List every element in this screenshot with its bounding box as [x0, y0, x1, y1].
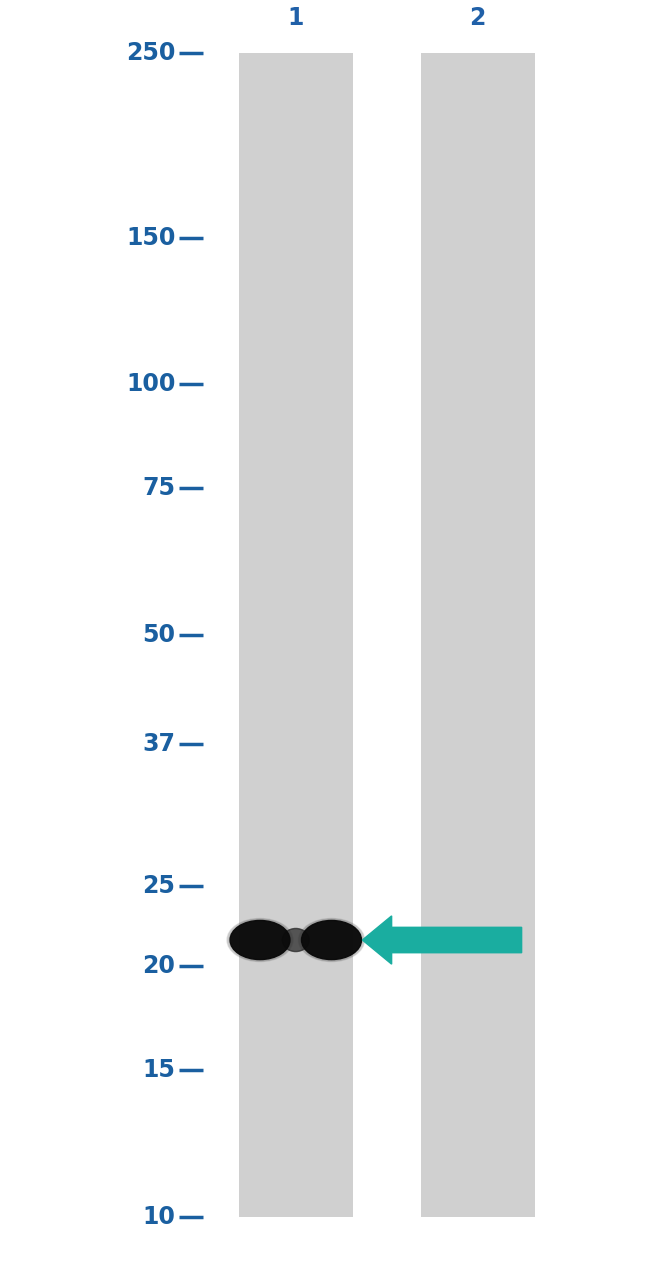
Ellipse shape — [302, 921, 361, 960]
Ellipse shape — [230, 921, 290, 960]
Text: 100: 100 — [126, 372, 176, 396]
Ellipse shape — [298, 918, 365, 961]
Ellipse shape — [227, 918, 293, 961]
Text: 20: 20 — [142, 954, 176, 978]
Text: 37: 37 — [142, 732, 176, 756]
Text: 15: 15 — [142, 1058, 176, 1082]
Ellipse shape — [300, 919, 363, 960]
Text: 1: 1 — [287, 6, 304, 30]
Bar — [421, 53, 534, 1217]
Text: 50: 50 — [142, 624, 176, 646]
Text: 150: 150 — [126, 226, 176, 250]
Text: 250: 250 — [126, 42, 176, 65]
Bar — [239, 53, 352, 1217]
Text: 75: 75 — [142, 476, 176, 500]
Ellipse shape — [229, 919, 291, 960]
Ellipse shape — [282, 928, 309, 951]
Text: 10: 10 — [142, 1205, 176, 1228]
FancyArrow shape — [363, 916, 521, 964]
Text: 2: 2 — [469, 6, 486, 30]
Text: 25: 25 — [142, 874, 176, 898]
